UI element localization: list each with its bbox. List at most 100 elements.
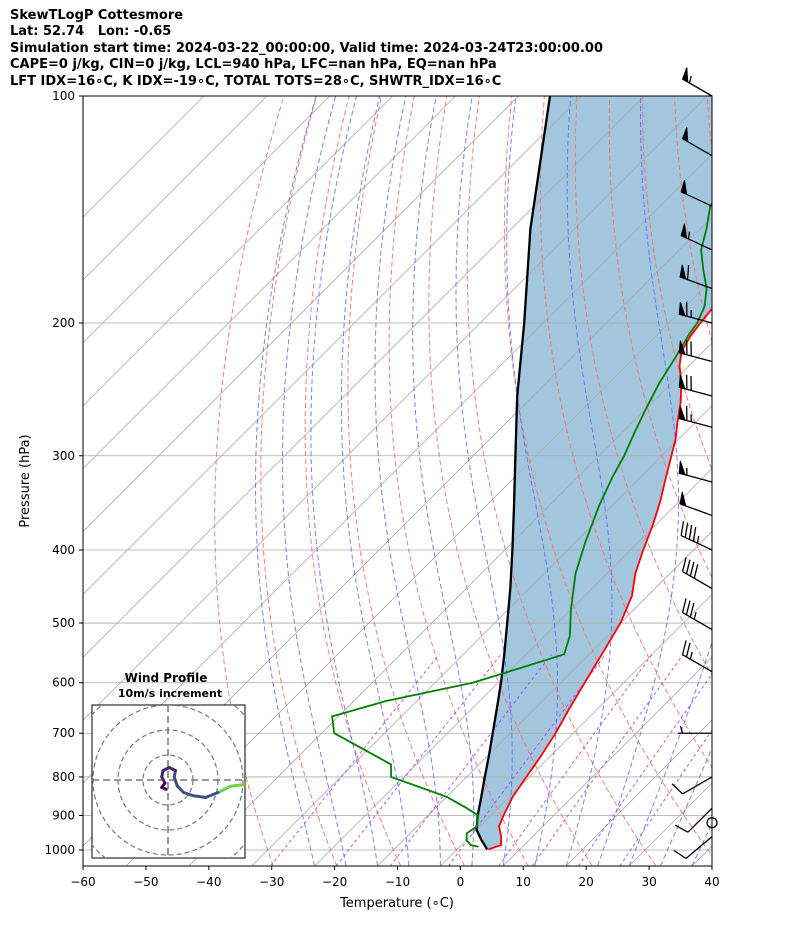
wind-barb xyxy=(680,521,713,551)
isotherm-line xyxy=(83,96,456,470)
wind-barb-staff xyxy=(685,836,713,860)
wind-barb xyxy=(681,67,713,97)
wind-barb xyxy=(678,340,713,363)
wind-barb-pennant xyxy=(681,127,689,143)
dry-adiabats xyxy=(214,96,794,866)
wind-barb xyxy=(681,127,713,157)
parcel-profile-line xyxy=(475,96,552,851)
x-tick-label: 30 xyxy=(641,875,656,889)
wind-barb-feather xyxy=(692,526,697,542)
isotherm-line xyxy=(314,468,712,866)
hodograph-trace-segment xyxy=(182,791,195,798)
isotherm-line xyxy=(83,96,268,281)
hodograph-title: Wind Profile xyxy=(125,671,208,685)
x-tick-label: 10 xyxy=(516,875,531,889)
dry-adiabat-line xyxy=(388,96,529,866)
hodograph-trace-segment xyxy=(160,786,168,791)
wind-barb xyxy=(678,301,713,324)
wind-barb xyxy=(681,640,713,673)
wind-barb-pennant xyxy=(680,223,688,239)
wind-barb-feather xyxy=(686,265,690,280)
y-tick-label: 600 xyxy=(52,676,75,690)
isotherm-line xyxy=(83,96,519,533)
wind-barb xyxy=(681,557,713,590)
mixing-ratio-line xyxy=(335,653,502,866)
wind-barb xyxy=(678,374,713,397)
wind-barb-staff xyxy=(687,807,713,833)
wind-barb-staff xyxy=(682,776,713,795)
mixing-ratio-line xyxy=(619,729,712,866)
hodograph-trace-segment xyxy=(204,791,220,799)
wind-barb xyxy=(678,726,712,734)
wind-barb-pennant xyxy=(681,67,689,83)
hodograph-rings xyxy=(92,705,281,858)
dry-adiabat-line xyxy=(574,96,712,677)
y-axis-label: Pressure (hPa) xyxy=(18,434,33,527)
y-tick-label: 900 xyxy=(52,809,75,823)
wind-barb-staff xyxy=(682,570,713,590)
wind-barb xyxy=(681,598,713,631)
dry-adiabat-line xyxy=(772,96,794,866)
x-tick-label: 0 xyxy=(457,875,465,889)
wind-barb-pennant xyxy=(678,460,686,476)
wind-barb-half-feather xyxy=(688,75,692,84)
wind-barb-feather xyxy=(685,642,691,658)
wind-barbs xyxy=(671,67,718,860)
moist-adiabat-line xyxy=(724,96,794,866)
wind-barb-pennant xyxy=(678,406,686,421)
wind-barb xyxy=(679,491,713,517)
mixing-ratio-lines xyxy=(270,653,712,866)
wind-barb-feather xyxy=(685,559,691,574)
moist-adiabat-line xyxy=(597,96,679,866)
wind-barb-feather xyxy=(680,521,685,536)
dry-adiabat-line xyxy=(304,96,402,866)
dry-adiabat-line xyxy=(740,96,794,866)
wind-barb-half-feather xyxy=(687,231,691,240)
moist-adiabat-line xyxy=(374,96,441,866)
moist-adiabat-line xyxy=(565,96,613,866)
title-line-5: LFT IDX=16∘C, K IDX=-19∘C, TOTAL TOTS=28… xyxy=(10,73,502,89)
wind-barb-half-feather xyxy=(679,726,684,734)
x-tick-label: −10 xyxy=(385,875,410,889)
dry-adiabat-line xyxy=(347,96,465,866)
x-axis-label: Temperature (∘C) xyxy=(339,896,454,911)
wind-barb-half-feather xyxy=(689,651,693,660)
wind-barb-feather xyxy=(681,598,687,613)
hodograph-trace-segment xyxy=(172,775,179,788)
wind-barb-feather xyxy=(671,783,684,795)
wind-barb-staff xyxy=(682,654,713,673)
wind-barb xyxy=(678,460,713,483)
wind-barb-feather xyxy=(689,561,695,577)
y-tick-label: 200 xyxy=(52,316,75,330)
y-tick-label: 500 xyxy=(52,616,75,630)
isotherm-line xyxy=(251,405,712,866)
wind-barb-pennant xyxy=(678,340,686,356)
y-tick-label: 400 xyxy=(52,543,75,557)
isotherm-line xyxy=(503,656,712,866)
wind-barb-feather xyxy=(674,824,689,833)
mixing-ratio-line xyxy=(577,673,712,866)
y-tick-label: 1000 xyxy=(44,843,75,857)
isotherm-line xyxy=(125,279,712,866)
hodograph-trace-segment xyxy=(191,794,207,799)
y-tick-label: 300 xyxy=(52,449,75,463)
wind-barb-pennant xyxy=(678,374,686,390)
wind-barb xyxy=(679,264,713,290)
moist-adiabat-line xyxy=(255,96,317,866)
y-axis: 100 200 300 400 500 600 700 800 900 1000 xyxy=(44,89,83,857)
wind-barb-feather xyxy=(685,600,691,615)
wind-barb-pennant xyxy=(678,301,686,317)
hodograph-trace-segment xyxy=(256,783,281,786)
wind-barb xyxy=(674,807,713,833)
isotherm-line xyxy=(83,96,331,344)
mixing-ratio-line xyxy=(270,653,440,866)
isotherm-line xyxy=(83,96,645,658)
wind-barb xyxy=(680,223,713,251)
dry-adiabat-line xyxy=(706,96,712,156)
mixing-ratio-line xyxy=(448,653,606,866)
x-tick-label: 40 xyxy=(704,875,719,889)
isotherm-line xyxy=(83,96,708,721)
dewpoint-line xyxy=(331,201,712,848)
title-line-4: CAPE=0 j/kg, CIN=0 j/kg, LCL=940 hPa, LF… xyxy=(10,57,497,73)
moist-adiabat-line xyxy=(341,96,410,866)
